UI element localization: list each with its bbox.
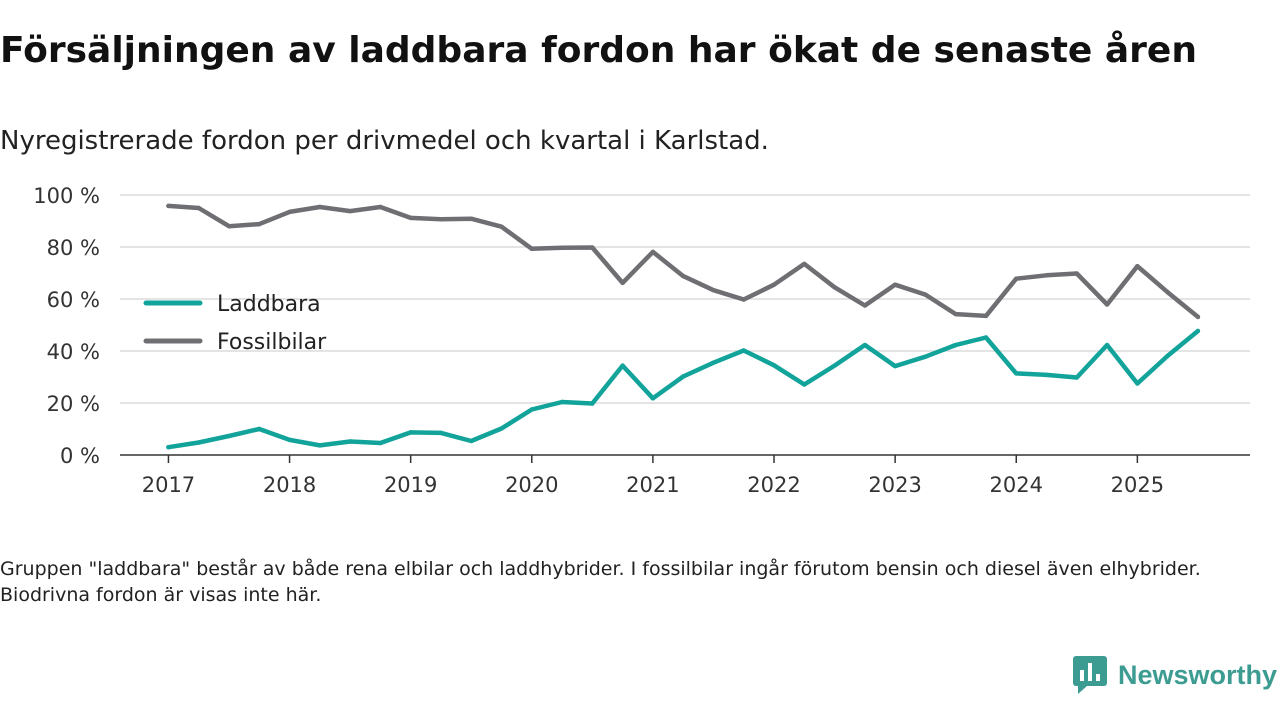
- data-point: [953, 311, 958, 317]
- data-point: [1014, 276, 1019, 281]
- data-point: [1104, 302, 1110, 307]
- data-point: [862, 342, 868, 348]
- data-point: [832, 363, 837, 368]
- data-point: [378, 440, 383, 446]
- grid-layer: [120, 194, 1250, 404]
- data-point: [196, 205, 201, 211]
- data-point: [711, 360, 716, 365]
- data-point: [226, 224, 232, 229]
- data-point: [1135, 381, 1140, 386]
- data-point: [196, 440, 201, 445]
- x-tick-label: 2017: [142, 473, 195, 497]
- brand-logo: Newsworthy: [1072, 654, 1277, 696]
- data-point: [923, 354, 928, 359]
- data-point: [802, 261, 807, 267]
- x-tick-label: 2020: [505, 473, 558, 497]
- data-point: [499, 224, 504, 229]
- data-point: [1104, 342, 1110, 348]
- data-point: [529, 407, 534, 412]
- data-point: [166, 445, 171, 450]
- chart-subtitle: Nyregistrerade fordon per drivmedel och …: [0, 126, 769, 156]
- x-tick-label: 2025: [1111, 473, 1164, 497]
- data-point: [771, 363, 777, 368]
- data-point: [590, 245, 595, 250]
- data-point: [620, 363, 625, 368]
- data-point: [771, 282, 777, 287]
- chart-title: Försäljningen av laddbara fordon har öka…: [0, 30, 1197, 71]
- data-point: [680, 374, 686, 379]
- data-point: [650, 249, 656, 255]
- legend: Laddbara Fossilbilar: [143, 292, 327, 355]
- data-point: [1165, 353, 1170, 359]
- data-point: [1165, 290, 1170, 295]
- data-point: [469, 438, 474, 444]
- data-point: [287, 209, 292, 215]
- data-point: [832, 285, 837, 290]
- data-point: [559, 245, 565, 250]
- data-point: [1044, 372, 1049, 378]
- data-point: [347, 439, 353, 444]
- data-point: [892, 363, 898, 369]
- data-point: [438, 216, 444, 222]
- data-point: [983, 335, 989, 340]
- y-tick-label: 0 %: [60, 444, 100, 468]
- y-tick-label: 60 %: [47, 288, 100, 312]
- data-point: [529, 246, 534, 252]
- x-tick-label: 2019: [384, 473, 437, 497]
- data-point: [317, 204, 323, 210]
- y-tick-label: 80 %: [47, 236, 100, 260]
- data-point: [862, 303, 868, 308]
- series-line-fossilbilar: [166, 203, 1201, 320]
- y-tick-label: 100 %: [33, 184, 100, 208]
- data-point: [711, 287, 716, 293]
- x-tick-label: 2022: [747, 473, 800, 497]
- data-point: [226, 433, 232, 439]
- series-layer: [166, 203, 1201, 450]
- data-point: [590, 401, 595, 406]
- data-point: [620, 280, 625, 286]
- data-point: [1074, 271, 1080, 276]
- data-point: [1074, 375, 1080, 380]
- data-point: [1195, 328, 1201, 334]
- data-point: [983, 313, 989, 319]
- data-point: [802, 382, 807, 387]
- data-point: [317, 443, 323, 448]
- y-tick-label: 40 %: [47, 340, 100, 364]
- data-point: [287, 437, 292, 443]
- data-point: [892, 282, 898, 287]
- data-point: [650, 396, 656, 401]
- data-point: [741, 348, 746, 353]
- footnote: Gruppen "laddbara" består av både rena e…: [0, 558, 1201, 606]
- data-point: [1044, 273, 1049, 278]
- data-point: [469, 216, 474, 221]
- data-point: [166, 203, 171, 209]
- data-point: [559, 399, 565, 405]
- x-tick-label: 2018: [263, 473, 316, 497]
- line-chart: 0 % 20 % 40 % 60 % 80 % 100 % 2017 2018 2019 2020…: [33, 184, 1250, 497]
- newsworthy-logo-icon: [1073, 656, 1107, 694]
- y-tick-label: 20 %: [47, 392, 100, 416]
- axis-layer: 0 % 20 % 40 % 60 % 80 % 100 % 2017 2018 2019 2020…: [33, 184, 1250, 497]
- x-tick-label: 2021: [626, 473, 679, 497]
- x-tick-label: 2023: [868, 473, 921, 497]
- data-point: [1195, 314, 1201, 320]
- data-point: [347, 208, 353, 214]
- data-point: [953, 342, 958, 348]
- data-point: [680, 273, 686, 279]
- data-point: [1135, 264, 1140, 269]
- data-point: [499, 426, 504, 431]
- data-point: [378, 204, 383, 210]
- legend-label: Fossilbilar: [217, 330, 327, 355]
- data-point: [1014, 371, 1019, 376]
- data-point: [741, 297, 746, 302]
- data-point: [257, 426, 262, 432]
- data-point: [438, 430, 444, 436]
- x-tick-label: 2024: [990, 473, 1043, 497]
- legend-label: Laddbara: [217, 292, 321, 317]
- data-point: [408, 430, 413, 435]
- data-point: [408, 215, 413, 221]
- brand-name: Newsworthy: [1118, 659, 1278, 690]
- data-point: [923, 292, 928, 297]
- data-point: [257, 221, 262, 227]
